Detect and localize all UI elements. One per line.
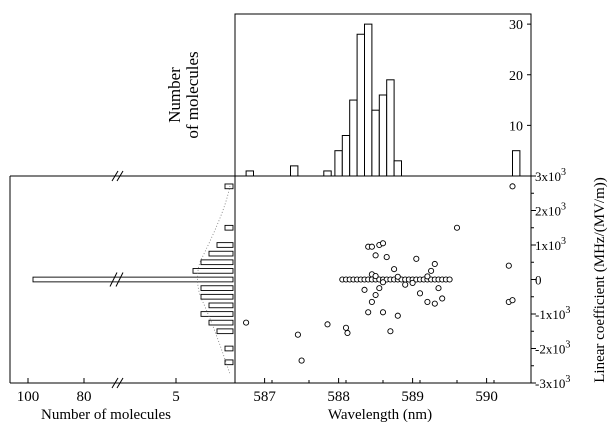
top-histogram-bar [513, 151, 520, 176]
scatter-point [429, 268, 434, 273]
scatter-point [454, 225, 459, 230]
scatter-point [369, 244, 374, 249]
scatter-point [392, 267, 397, 272]
top-histogram-y-tick-label: 10 [509, 119, 523, 134]
top-histogram: 10 20 30 Number of molecules [165, 14, 531, 176]
scatter-point [403, 282, 408, 287]
left-histogram-x-ticks: 100 80 5 [17, 378, 180, 405]
scatter-point [447, 277, 452, 282]
scatter-y-ticks: 3x103 2x103 1x103 0 -1x103 -2x103 -3x103 [531, 167, 570, 391]
scatter-point [373, 292, 378, 297]
scatter-point [388, 329, 393, 334]
scatter-point [373, 273, 378, 278]
scatter-x-tick-label: 590 [475, 389, 498, 405]
left-histogram-bar [209, 251, 233, 256]
top-histogram-bar [350, 100, 357, 176]
scatter-x-tick-label: 587 [253, 389, 276, 405]
left-histogram-bar [193, 269, 233, 274]
left-histogram-bar [225, 360, 233, 365]
left-histogram-bar [217, 329, 233, 334]
left-histogram-xlabel: Number of molecules [41, 407, 171, 423]
left-histogram-bar [201, 294, 233, 299]
scatter-point [362, 287, 367, 292]
top-histogram-bar [324, 171, 331, 176]
scatter-point [377, 286, 382, 291]
top-histogram-y-tick-label: 20 [509, 69, 523, 84]
left-histogram-bar [209, 303, 233, 308]
left-histogram: 100 80 5 Number of molecules [10, 171, 235, 423]
top-histogram-ylabel-line1: Number [165, 67, 184, 123]
scatter-y-tick-label: 0 [535, 273, 542, 288]
left-histogram-bar [201, 260, 233, 265]
scatter-point [380, 310, 385, 315]
scatter-point [395, 274, 400, 279]
scatter-point [373, 253, 378, 258]
scatter-point [345, 330, 350, 335]
scatter-point [432, 301, 437, 306]
left-histogram-x-tick-label: 100 [17, 389, 40, 405]
scatter-point [325, 322, 330, 327]
scatter-ylabel: Linear coefficient (MHz/(MV/m)) [592, 177, 608, 382]
left-histogram-bar [225, 184, 233, 189]
scatter-point [380, 241, 385, 246]
top-histogram-bar [357, 34, 364, 176]
top-histogram-y-tick-label: 30 [509, 18, 523, 33]
scatter-point [510, 184, 515, 189]
scatter-xlabel: Wavelength (nm) [328, 407, 432, 423]
scatter-point [425, 299, 430, 304]
scatter-point [510, 298, 515, 303]
scatter-y-tick-label: -3x103 [535, 374, 570, 391]
top-histogram-bar [246, 171, 253, 176]
scatter-point [299, 358, 304, 363]
top-histogram-bar [335, 151, 342, 176]
scatter-point [414, 256, 419, 261]
left-histogram-bar [225, 346, 233, 351]
scatter-point [410, 280, 415, 285]
left-histogram-bar [225, 225, 233, 230]
scatter-y-tick-label: 1x103 [535, 236, 566, 253]
scatter-point [417, 291, 422, 296]
scatter-point [506, 263, 511, 268]
left-histogram-x-tick-label: 5 [172, 389, 180, 405]
scatter-point [295, 332, 300, 337]
scatter-point [436, 286, 441, 291]
scatter-point [440, 296, 445, 301]
top-histogram-bar [372, 110, 379, 176]
scatter-y-tick-label: -2x103 [535, 340, 570, 357]
scatter-point [366, 310, 371, 315]
scatter-x-ticks: 587 588 589 590 [235, 378, 531, 405]
scatter-point [244, 320, 249, 325]
scatter-y-tick-label: 2x103 [535, 202, 566, 219]
left-histogram-bar [201, 286, 233, 291]
left-histogram-bar [201, 312, 233, 317]
left-histogram-bars [33, 171, 233, 388]
left-histogram-bar [217, 243, 233, 248]
top-histogram-bar [365, 24, 372, 176]
scatter-point [369, 299, 374, 304]
scatter-point [343, 325, 348, 330]
scatter-point [384, 254, 389, 259]
left-histogram-bar [33, 277, 233, 282]
scatter-x-tick-label: 588 [327, 389, 350, 405]
top-histogram-bar [387, 80, 394, 176]
scatter-point [425, 274, 430, 279]
scatter-y-tick-label: 3x103 [535, 167, 566, 184]
top-histogram-bar [394, 161, 401, 176]
scatter-points [244, 184, 516, 363]
scatter-plot: 587 588 589 590 3x103 2x103 1x103 0 -1x103 -2x10… [235, 167, 608, 423]
scatter-point [432, 261, 437, 266]
top-histogram-bar [379, 95, 386, 176]
top-histogram-bars [246, 24, 520, 176]
top-histogram-ylabel-line2: of molecules [183, 51, 202, 138]
scatter-point [380, 280, 385, 285]
left-histogram-x-tick-label: 80 [77, 389, 92, 405]
top-histogram-bar [342, 136, 349, 177]
scatter-point [395, 313, 400, 318]
scatter-x-tick-label: 589 [401, 389, 424, 405]
scatter-y-tick-label: -1x103 [535, 305, 570, 322]
top-histogram-bar [291, 166, 298, 176]
